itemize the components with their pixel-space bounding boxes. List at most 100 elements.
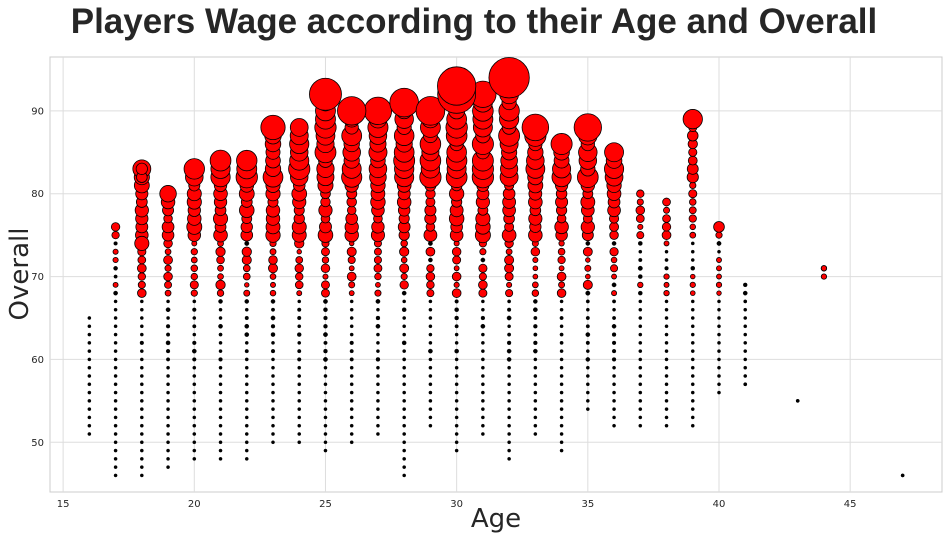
data-point xyxy=(376,415,380,420)
data-point xyxy=(612,390,616,395)
data-point xyxy=(428,390,433,395)
data-point xyxy=(113,316,118,320)
data-point xyxy=(604,142,624,163)
data-point xyxy=(451,271,462,282)
data-point xyxy=(166,407,170,411)
data-point xyxy=(166,432,170,436)
data-point xyxy=(635,205,646,216)
data-point xyxy=(638,290,643,296)
data-point xyxy=(297,407,302,411)
data-point xyxy=(612,423,616,428)
data-point xyxy=(717,316,721,320)
data-point xyxy=(682,109,703,130)
data-point xyxy=(558,265,565,272)
data-point xyxy=(638,407,643,411)
data-point xyxy=(402,390,406,395)
data-point xyxy=(612,407,616,411)
data-point xyxy=(297,374,302,378)
data-point xyxy=(323,307,328,312)
data-point xyxy=(585,290,591,296)
data-point xyxy=(532,265,539,272)
data-point xyxy=(481,365,485,370)
data-point xyxy=(638,415,643,420)
data-point xyxy=(638,332,643,337)
data-point xyxy=(271,407,275,411)
data-point xyxy=(717,365,721,370)
data-point xyxy=(140,473,144,478)
data-point xyxy=(638,324,643,329)
data-point xyxy=(113,365,118,370)
data-point xyxy=(717,307,721,312)
data-point xyxy=(507,390,511,395)
data-point xyxy=(664,299,669,304)
data-point xyxy=(166,299,170,304)
data-point xyxy=(533,365,538,370)
data-point xyxy=(506,340,512,345)
data-point xyxy=(717,390,721,395)
data-point xyxy=(218,316,223,320)
data-point xyxy=(428,357,433,362)
data-point xyxy=(611,324,617,329)
data-point xyxy=(297,432,302,436)
data-point xyxy=(271,399,275,403)
data-point xyxy=(415,96,446,126)
data-point xyxy=(164,264,172,272)
data-point xyxy=(140,357,144,362)
data-point xyxy=(638,349,643,353)
data-point xyxy=(268,263,278,274)
data-point xyxy=(192,448,197,453)
data-point xyxy=(428,332,433,337)
data-point xyxy=(376,332,380,337)
data-point xyxy=(585,299,590,304)
data-point xyxy=(664,266,669,271)
data-point xyxy=(296,290,303,297)
data-point xyxy=(376,423,380,428)
data-point xyxy=(402,316,406,320)
data-point xyxy=(242,272,251,281)
data-point xyxy=(297,382,302,387)
data-point xyxy=(323,407,328,411)
data-point xyxy=(401,340,407,346)
data-point xyxy=(400,239,408,248)
data-point xyxy=(663,273,670,280)
data-point xyxy=(689,281,696,288)
y-tick-label: 80 xyxy=(31,189,44,200)
data-point xyxy=(399,263,410,274)
data-point xyxy=(373,255,382,265)
data-point xyxy=(376,307,380,312)
data-point xyxy=(113,407,118,411)
data-point xyxy=(428,307,433,312)
data-point xyxy=(244,399,249,403)
data-point xyxy=(586,399,590,403)
data-point xyxy=(321,280,330,290)
data-point xyxy=(244,323,250,329)
data-point xyxy=(166,390,170,395)
data-point xyxy=(559,357,564,362)
data-point xyxy=(112,256,119,264)
data-point xyxy=(533,415,538,420)
data-point xyxy=(402,299,406,304)
data-point xyxy=(349,340,354,345)
data-point xyxy=(348,265,355,272)
data-point xyxy=(504,255,515,265)
data-point xyxy=(323,332,328,337)
data-point xyxy=(297,399,302,403)
data-point xyxy=(297,332,302,337)
data-point xyxy=(309,77,342,111)
data-point xyxy=(507,415,511,420)
data-point xyxy=(559,415,564,420)
data-point xyxy=(87,399,92,403)
data-point xyxy=(743,357,748,362)
data-point xyxy=(346,246,357,257)
data-point xyxy=(611,332,617,337)
data-point xyxy=(218,448,223,453)
data-point xyxy=(192,332,197,337)
data-point xyxy=(295,256,304,264)
data-point xyxy=(743,283,748,287)
data-point xyxy=(454,432,459,436)
data-point xyxy=(481,382,485,387)
data-point xyxy=(453,265,460,272)
y-axis-label: Overall xyxy=(5,228,35,321)
data-point xyxy=(402,407,406,411)
